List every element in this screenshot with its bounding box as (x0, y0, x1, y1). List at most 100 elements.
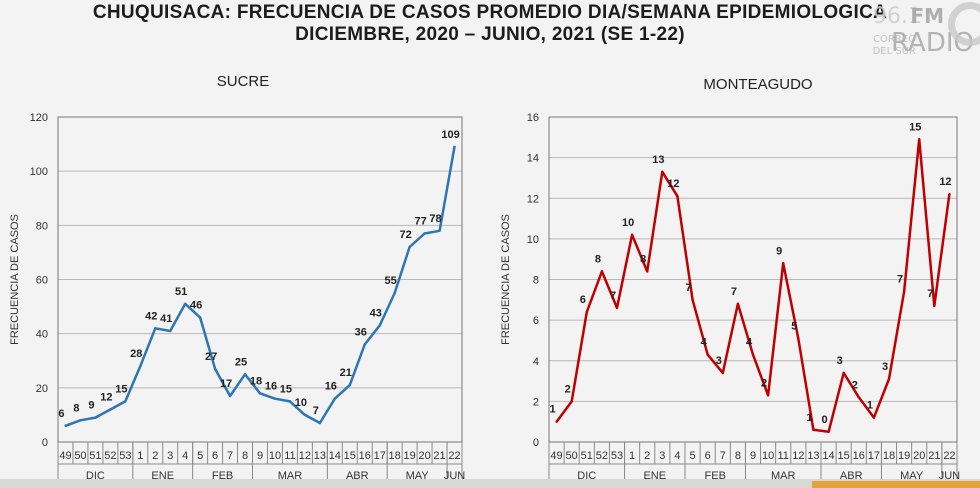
data-label: 7 (897, 274, 903, 286)
chart-subtitle: DICIEMBRE, 2020 – JUNIO, 2021 (SE 1-22) (295, 24, 685, 45)
x-tick-label: 14 (329, 450, 341, 462)
data-point (423, 232, 426, 235)
y-tick-label: 0 (533, 437, 539, 449)
x-tick-label: 6 (705, 450, 711, 462)
x-tick-label: 12 (792, 450, 804, 462)
x-tick-label: 8 (242, 450, 248, 462)
data-point (363, 343, 366, 346)
data-label: 9 (88, 400, 94, 412)
x-tick-label: 17 (374, 450, 386, 462)
x-tick-label: 21 (433, 450, 445, 462)
y-tick-label: 120 (30, 112, 48, 124)
data-label: 21 (340, 367, 352, 379)
data-point (109, 408, 112, 411)
data-label: 16 (265, 381, 277, 393)
logo-line1: CORREO (873, 34, 916, 45)
data-label: 42 (145, 310, 157, 322)
month-label: MAR (771, 470, 796, 480)
x-tick-label: 12 (299, 450, 311, 462)
x-tick-label: 14 (822, 450, 834, 462)
data-label: 17 (220, 378, 232, 390)
data-point (124, 400, 127, 403)
data-label: 8 (595, 253, 601, 265)
data-label: 7 (927, 288, 933, 300)
data-label: 2 (852, 379, 858, 391)
data-point (438, 229, 441, 232)
month-label: FEB (705, 470, 726, 480)
month-label: MAY (406, 470, 430, 480)
x-tick-label: 17 (868, 450, 880, 462)
data-label: 6 (58, 408, 64, 420)
x-tick-label: 5 (197, 450, 203, 462)
data-label: 4 (701, 337, 708, 349)
y-axis-label: FRECUENCIA DE CASOS (500, 214, 512, 345)
x-tick-label: 51 (581, 450, 593, 462)
data-point (228, 394, 232, 398)
x-tick-label: 7 (227, 450, 233, 462)
x-tick-label: 10 (762, 450, 774, 462)
data-label: 41 (160, 313, 172, 325)
data-label: 109 (441, 129, 459, 141)
x-tick-label: 3 (167, 450, 173, 462)
x-tick-label: 53 (611, 450, 623, 462)
data-point (812, 428, 815, 432)
data-point (288, 400, 292, 403)
data-point (706, 353, 709, 356)
data-label: 72 (400, 229, 412, 241)
data-point (766, 394, 770, 397)
data-point (691, 298, 694, 302)
data-label: 12 (939, 176, 951, 188)
chart-main-title: CHUQUISACA: FRECUENCIA DE CASOS PROMEDIO… (92, 2, 888, 23)
x-tick-label: 13 (807, 450, 819, 462)
data-label: 12 (100, 392, 112, 404)
x-tick-label: 20 (418, 450, 430, 462)
x-tick-label: 19 (404, 450, 416, 462)
data-point (183, 302, 187, 306)
data-label: 1 (549, 404, 555, 416)
data-point (585, 310, 588, 314)
x-tick-label: 15 (838, 450, 850, 462)
chart-title: SUCRE (217, 73, 270, 90)
x-tick-label: 50 (566, 450, 578, 462)
data-label: 4 (746, 337, 753, 349)
data-label: 12 (667, 178, 679, 190)
data-label: 55 (385, 275, 397, 287)
x-tick-label: 53 (119, 450, 131, 462)
series-line (555, 138, 951, 434)
data-label: 2 (761, 377, 767, 389)
y-tick-label: 10 (527, 234, 539, 246)
data-point (243, 373, 247, 376)
month-label: FEB (212, 470, 233, 480)
x-tick-label: 9 (257, 450, 263, 462)
data-label: 15 (280, 383, 292, 395)
x-tick-label: 1 (629, 450, 635, 462)
x-tick-label: 52 (596, 450, 608, 462)
y-axis-label: FRECUENCIA DE CASOS (9, 214, 21, 345)
month-label: DIC (86, 470, 105, 480)
y-tick-label: 60 (36, 275, 48, 287)
month-label: ABR (346, 470, 369, 480)
x-tick-label: 51 (89, 450, 101, 462)
month-label: ENE (643, 470, 666, 480)
x-tick-label: 8 (735, 450, 741, 462)
data-label: 8 (640, 253, 646, 265)
x-tick-label: 16 (359, 450, 371, 462)
data-point (333, 397, 337, 400)
data-point (887, 377, 891, 381)
data-point (630, 233, 634, 237)
x-tick-label: 2 (152, 450, 158, 462)
y-tick-label: 2 (533, 396, 539, 408)
data-label: 10 (622, 217, 634, 229)
data-label: 46 (190, 299, 202, 311)
data-point (453, 145, 456, 148)
x-tick-label: 52 (104, 450, 116, 462)
x-tick-label: 2 (644, 450, 650, 462)
x-tick-label: 10 (269, 450, 281, 462)
data-label: 25 (235, 356, 247, 368)
data-point (751, 353, 755, 356)
x-tick-label: 9 (750, 450, 756, 462)
logo-ring-icon (948, 2, 980, 46)
data-point (555, 420, 558, 423)
data-label: 2 (565, 383, 571, 395)
